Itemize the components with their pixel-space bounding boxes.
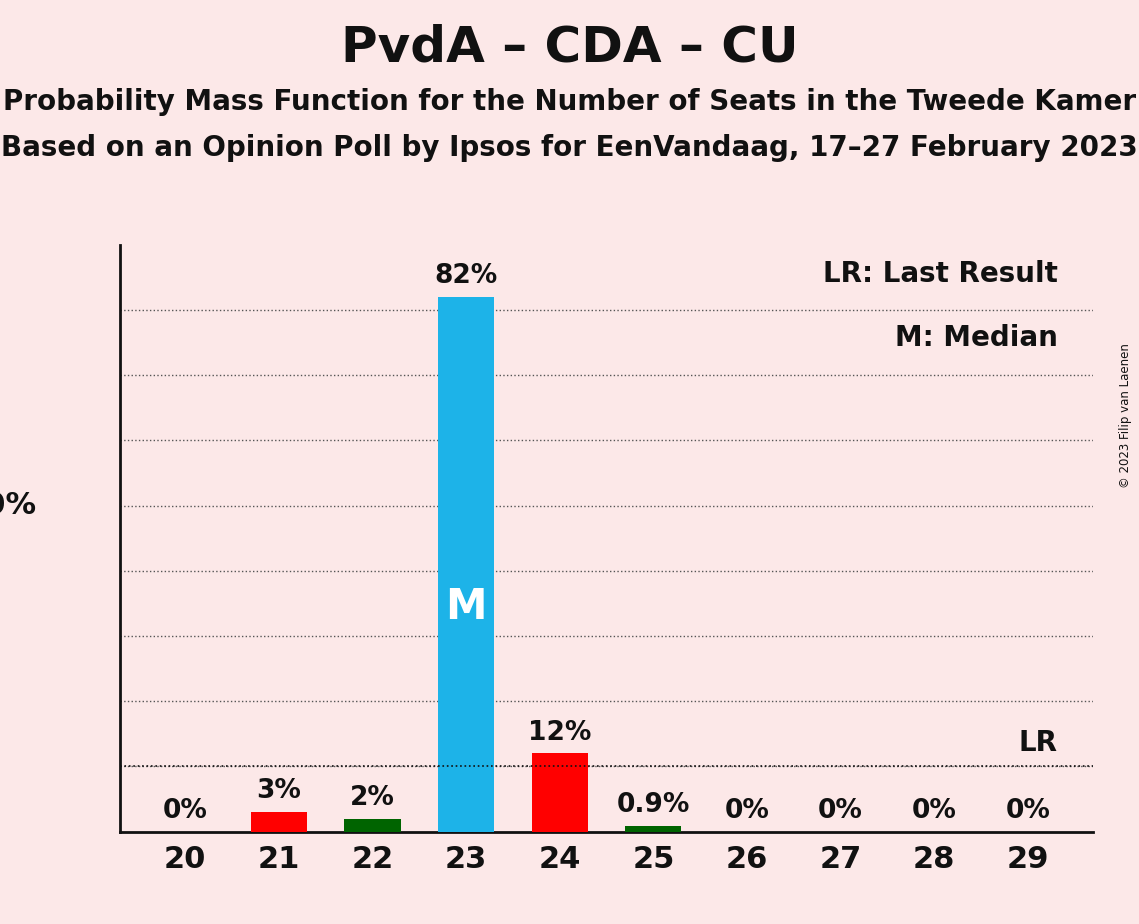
- Bar: [439, 297, 494, 832]
- Text: Probability Mass Function for the Number of Seats in the Tweede Kamer: Probability Mass Function for the Number…: [3, 88, 1136, 116]
- Text: 0.9%: 0.9%: [616, 792, 690, 818]
- Text: 12%: 12%: [528, 720, 591, 746]
- Text: 82%: 82%: [434, 263, 498, 289]
- Bar: [344, 819, 401, 832]
- Text: M: M: [445, 586, 486, 628]
- Text: 0%: 0%: [818, 797, 863, 824]
- Text: © 2023 Filip van Laenen: © 2023 Filip van Laenen: [1118, 344, 1132, 488]
- Text: PvdA – CDA – CU: PvdA – CDA – CU: [341, 23, 798, 71]
- Text: 50%: 50%: [0, 492, 36, 520]
- Text: M: Median: M: Median: [895, 324, 1058, 352]
- Bar: [532, 753, 588, 832]
- Text: 0%: 0%: [912, 797, 957, 824]
- Text: LR: Last Result: LR: Last Result: [823, 260, 1058, 287]
- Text: 0%: 0%: [724, 797, 770, 824]
- Text: LR: LR: [1019, 729, 1058, 757]
- Text: Based on an Opinion Poll by Ipsos for EenVandaag, 17–27 February 2023: Based on an Opinion Poll by Ipsos for Ee…: [1, 134, 1138, 162]
- Text: 0%: 0%: [163, 797, 207, 824]
- Bar: [251, 812, 306, 832]
- Text: 2%: 2%: [350, 784, 395, 810]
- Text: 0%: 0%: [1006, 797, 1050, 824]
- Text: 3%: 3%: [256, 778, 301, 804]
- Bar: [625, 826, 681, 832]
